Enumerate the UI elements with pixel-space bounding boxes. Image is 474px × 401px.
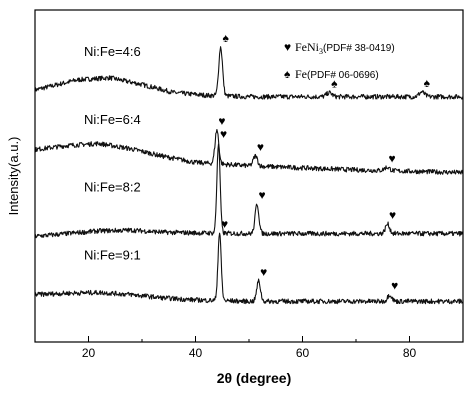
phase-marker: ♥ [389,208,396,222]
x-axis-label: 2θ (degree) [217,370,291,386]
series-line [34,143,464,239]
phase-marker: ♥ [218,114,225,128]
phase-marker: ♥ [388,151,395,165]
series-label: Ni:Fe=6:4 [84,112,141,127]
phase-marker: ♥ [221,217,228,231]
phase-marker: ♥ [391,279,398,293]
phase-marker: ♥ [257,140,264,154]
series-label: Ni:Fe=4:6 [84,44,141,59]
series-line [34,232,464,305]
legend-entry-text: FeNi3(PDF# 38-0419) [295,40,395,56]
legend-entry-name: FeNi [295,40,320,54]
series-line [34,128,464,175]
marker-layer: ♠♠ ♠♥♥♥♥♥♥♥♥♥ [218,31,430,293]
x-tick-label: 60 [296,346,310,360]
series-label: Ni:Fe=8:2 [84,180,141,195]
phase-marker: ♠ [424,76,431,90]
legend-entry-ref: (PDF# 38-0419) [323,43,395,54]
x-tick-layer: 20 40 60 80 [34,336,464,360]
series-label-layer: Ni:Fe=4:6 Ni:Fe=6:4 Ni:Fe=8:2 Ni:Fe=9:1 [84,44,141,262]
phase-marker: ♥ [258,188,265,202]
legend-entry-subscript: 3 [319,47,323,56]
x-tick-label: 80 [403,346,417,360]
legend-entry-feni3: ♥ FeNi3(PDF# 38-0419) [284,40,395,56]
phase-marker: ♥ [260,265,267,279]
phase-marker: ♥ [220,127,227,141]
legend-entry-fe: ♠ Fe(PDF# 06-0696) [284,67,379,81]
series-layer [34,46,464,305]
legend-marker-heart: ♥ [284,40,291,54]
x-tick-label: 20 [82,346,96,360]
legend: ♥ FeNi3(PDF# 38-0419) ♠ Fe(PDF# 06-0696) [284,40,395,81]
legend-marker-spade: ♠ [284,67,291,81]
x-tick-label: 40 [189,346,203,360]
legend-entry-text: Fe(PDF# 06-0696) [295,67,379,81]
y-axis-label: Intensity(a.u.) [6,137,21,216]
legend-entry-name: Fe [295,67,307,81]
series-line [34,46,464,100]
phase-marker: ♠ [222,31,229,45]
phase-marker: ♠ [331,77,338,91]
legend-entry-ref: (PDF# 06-0696) [307,70,379,81]
series-label: Ni:Fe=9:1 [84,247,141,262]
